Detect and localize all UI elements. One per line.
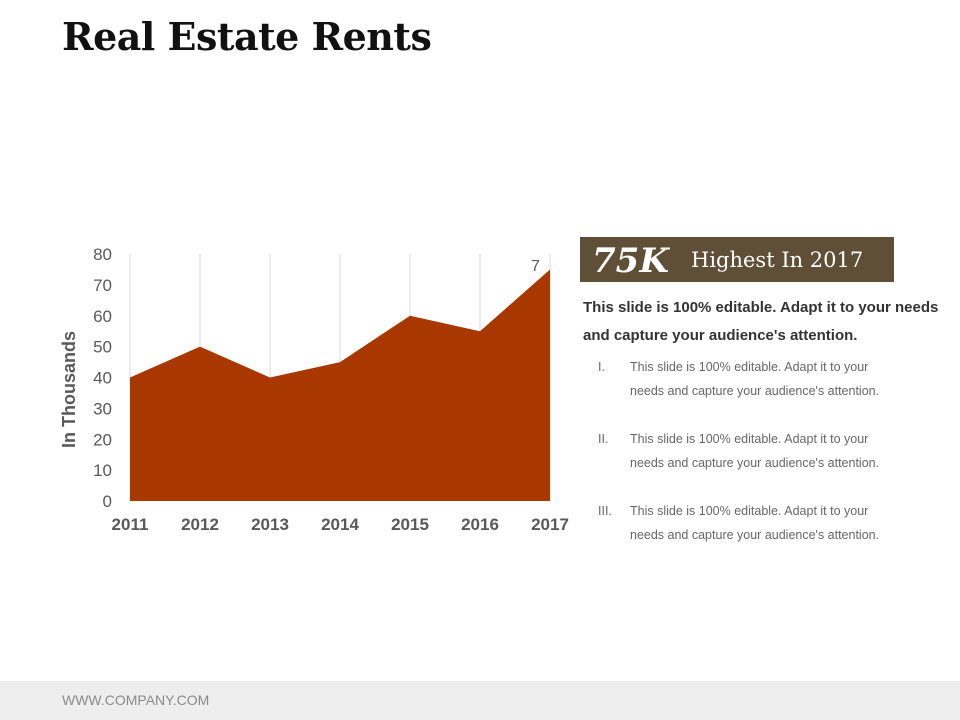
x-tick-label: 2017 xyxy=(531,515,569,534)
list-item-number: II. xyxy=(598,432,609,446)
slide-title: Real Estate Rents xyxy=(62,14,432,59)
list-item-text: This slide is 100% editable. Adapt it to… xyxy=(630,360,880,398)
headline-text: This slide is 100% editable. Adapt it to… xyxy=(583,299,939,344)
y-tick-label: 20 xyxy=(93,430,112,449)
stat-label: Highest In 2017 xyxy=(691,248,864,272)
list-item-text: This slide is 100% editable. Adapt it to… xyxy=(630,504,880,542)
stat-box: 75K Highest In 2017 xyxy=(580,237,894,282)
stat-value: 75K xyxy=(592,241,669,281)
x-tick-label: 2014 xyxy=(321,515,359,534)
y-tick-label: 0 xyxy=(103,492,112,511)
footer: WWW.COMPANY.COM xyxy=(0,681,960,720)
x-tick-label: 2011 xyxy=(112,515,149,534)
y-tick-label: 80 xyxy=(93,245,112,264)
y-tick-label: 40 xyxy=(93,369,112,388)
list-item-text: This slide is 100% editable. Adapt it to… xyxy=(630,432,880,470)
x-tick-label: 2012 xyxy=(181,515,219,534)
area-chart: 0 10 20 30 40 50 60 70 80 2011 2012 2013 2014 2015 201… xyxy=(59,245,569,534)
list-item-number: III. xyxy=(598,504,612,518)
y-axis-label: In Thousands xyxy=(59,331,79,448)
y-tick-label: 70 xyxy=(93,276,112,295)
data-label: 7 xyxy=(531,258,540,275)
area-series xyxy=(130,269,550,501)
x-tick-label: 2016 xyxy=(461,515,499,534)
y-tick-label: 50 xyxy=(93,338,112,357)
list-item-number: I. xyxy=(598,360,605,374)
y-tick-label: 60 xyxy=(93,307,112,326)
x-tick-label: 2013 xyxy=(251,515,289,534)
footer-url: WWW.COMPANY.COM xyxy=(62,692,210,708)
y-tick-label: 10 xyxy=(93,461,112,480)
x-tick-label: 2015 xyxy=(391,515,429,534)
y-tick-label: 30 xyxy=(93,399,112,418)
